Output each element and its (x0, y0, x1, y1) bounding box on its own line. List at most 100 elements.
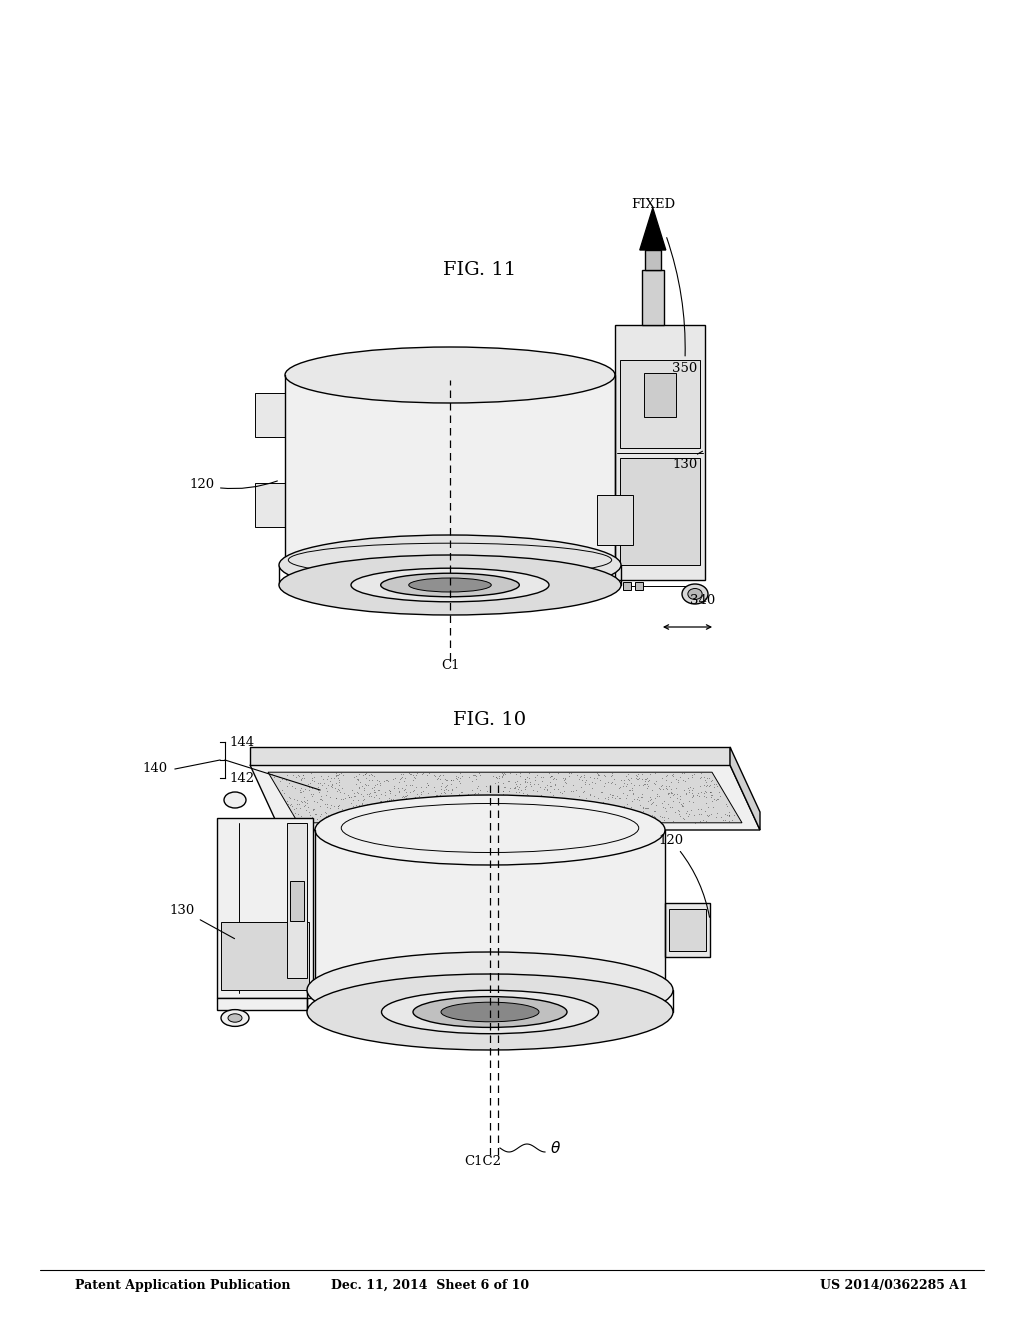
Point (353, 792, 370, 813)
Point (348, 795, 365, 816)
Point (361, 807, 378, 828)
Point (671, 792, 687, 813)
Point (631, 812, 647, 833)
Point (547, 774, 563, 795)
Point (507, 777, 523, 799)
Point (717, 809, 733, 830)
Point (511, 801, 527, 822)
Point (385, 789, 401, 810)
Point (305, 783, 322, 804)
Point (584, 809, 600, 830)
Point (463, 795, 479, 816)
Point (394, 796, 411, 817)
Point (324, 795, 340, 816)
Point (398, 775, 415, 796)
Point (558, 772, 574, 793)
Point (567, 788, 584, 809)
Point (517, 776, 534, 797)
Point (630, 763, 646, 784)
Point (562, 762, 579, 783)
Point (639, 774, 655, 795)
Point (584, 803, 600, 824)
Point (439, 775, 456, 796)
Point (449, 768, 465, 789)
Point (625, 803, 641, 824)
Point (700, 767, 717, 788)
Point (331, 770, 347, 791)
Point (659, 783, 676, 804)
Ellipse shape (279, 535, 621, 595)
Point (433, 804, 450, 825)
Point (304, 767, 321, 788)
Point (329, 801, 345, 822)
Point (512, 779, 528, 800)
Point (413, 781, 429, 803)
Point (664, 764, 680, 785)
Point (342, 801, 358, 822)
Point (642, 793, 658, 814)
Point (497, 764, 513, 785)
Point (430, 797, 446, 818)
Point (556, 768, 572, 789)
Point (393, 768, 410, 789)
Point (697, 801, 714, 822)
Point (484, 766, 501, 787)
Point (402, 810, 419, 832)
Point (428, 784, 444, 805)
Point (517, 809, 534, 830)
Point (289, 789, 305, 810)
Point (334, 804, 350, 825)
Point (284, 803, 300, 824)
Point (699, 805, 716, 826)
Point (602, 809, 618, 830)
Point (721, 805, 737, 826)
Point (635, 797, 651, 818)
Point (399, 785, 416, 807)
Point (642, 787, 658, 808)
Point (382, 762, 398, 783)
Point (330, 764, 346, 785)
Point (646, 807, 663, 828)
Point (604, 763, 621, 784)
Point (600, 771, 616, 792)
Point (292, 780, 308, 801)
Point (323, 810, 339, 832)
Point (653, 767, 670, 788)
Point (654, 775, 671, 796)
Point (415, 780, 431, 801)
Ellipse shape (381, 573, 519, 597)
Point (498, 810, 514, 832)
Point (410, 809, 426, 830)
Point (362, 797, 379, 818)
Point (639, 797, 655, 818)
Point (334, 799, 350, 820)
Point (281, 796, 297, 817)
Point (371, 779, 387, 800)
Point (580, 797, 596, 818)
Point (682, 776, 698, 797)
Point (495, 764, 511, 785)
Point (440, 789, 457, 810)
Point (305, 799, 322, 820)
Point (629, 805, 645, 826)
Point (506, 777, 522, 799)
Point (436, 804, 453, 825)
Point (351, 776, 368, 797)
Point (701, 781, 718, 803)
Point (453, 808, 469, 829)
Point (396, 807, 413, 828)
Point (671, 800, 687, 821)
Point (286, 799, 302, 820)
Point (318, 777, 335, 799)
Point (305, 809, 322, 830)
Point (336, 783, 352, 804)
Point (592, 770, 608, 791)
Point (477, 792, 494, 813)
Polygon shape (285, 375, 615, 565)
Point (420, 774, 436, 795)
Point (409, 801, 425, 822)
Point (297, 795, 313, 816)
Point (349, 812, 366, 833)
Point (372, 791, 388, 812)
Point (310, 779, 327, 800)
